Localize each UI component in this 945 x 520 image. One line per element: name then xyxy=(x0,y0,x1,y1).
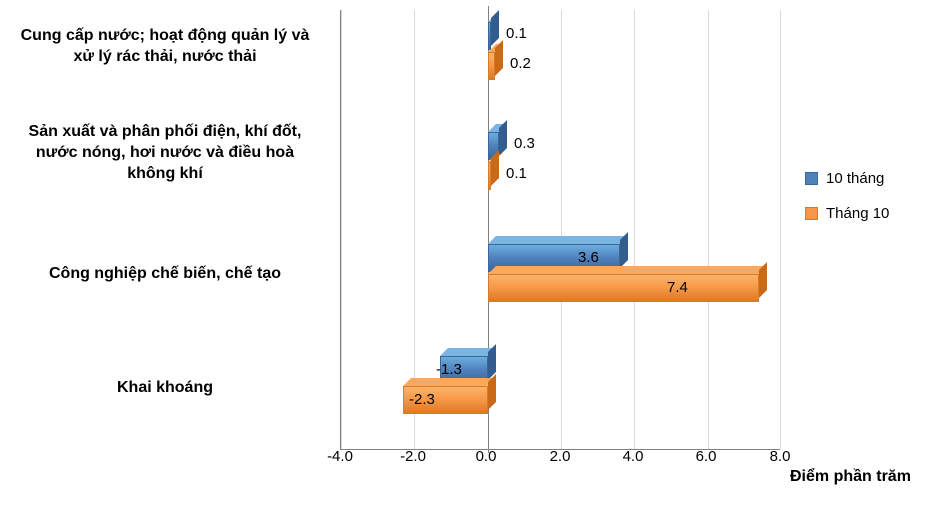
x-tick: 0.0 xyxy=(466,448,506,465)
category-label: Cung cấp nước; hoạt động quản lý và xử l… xyxy=(10,26,320,68)
bar-side xyxy=(495,40,503,76)
bar-series2 xyxy=(488,52,495,80)
bar-top xyxy=(488,266,767,274)
category-label: Công nghiệp chế biến, chế tạo xyxy=(10,264,320,285)
x-tick: 4.0 xyxy=(613,448,653,465)
bar-side xyxy=(620,232,628,268)
legend-label: Tháng 10 xyxy=(826,205,889,222)
data-label: 3.6 xyxy=(578,249,599,266)
bar-series2 xyxy=(488,274,759,302)
data-label: 0.2 xyxy=(510,55,531,72)
legend-swatch xyxy=(805,172,818,185)
legend-item: Tháng 10 xyxy=(805,205,889,222)
bar-side xyxy=(499,120,507,156)
bar-side xyxy=(491,150,499,186)
chart-container: Cung cấp nước; hoạt động quản lý và xử l… xyxy=(0,0,945,520)
bar-side xyxy=(759,262,767,298)
legend-swatch xyxy=(805,207,818,220)
grid-line xyxy=(341,10,342,449)
data-label: -1.3 xyxy=(436,361,462,378)
grid-line xyxy=(634,10,635,449)
x-tick: 6.0 xyxy=(686,448,726,465)
x-axis-title: Điểm phần trăm xyxy=(790,468,911,486)
legend-item: 10 tháng xyxy=(805,170,889,187)
bar-top xyxy=(488,236,628,244)
bar-top xyxy=(403,378,495,386)
x-tick: 2.0 xyxy=(540,448,580,465)
legend-label: 10 tháng xyxy=(826,170,884,187)
grid-line xyxy=(780,10,781,449)
data-label: 7.4 xyxy=(667,279,688,296)
x-tick: 8.0 xyxy=(760,448,800,465)
x-tick: -2.0 xyxy=(393,448,433,465)
category-label: Khai khoáng xyxy=(10,378,320,399)
data-label: 0.1 xyxy=(506,165,527,182)
grid-line xyxy=(561,10,562,449)
plot-area: 0.1 0.2 0.3 0.1 3.6 7.4 -1.3 xyxy=(340,10,780,450)
x-tick: -4.0 xyxy=(320,448,360,465)
bar-side xyxy=(491,10,499,46)
grid-line xyxy=(708,10,709,449)
data-label: 0.1 xyxy=(506,25,527,42)
data-label: -2.3 xyxy=(409,391,435,408)
bar-side xyxy=(488,374,496,410)
category-label: Sản xuất và phân phối điện, khí đốt, nướ… xyxy=(10,122,320,184)
legend: 10 tháng Tháng 10 xyxy=(805,170,889,240)
data-label: 0.3 xyxy=(514,135,535,152)
